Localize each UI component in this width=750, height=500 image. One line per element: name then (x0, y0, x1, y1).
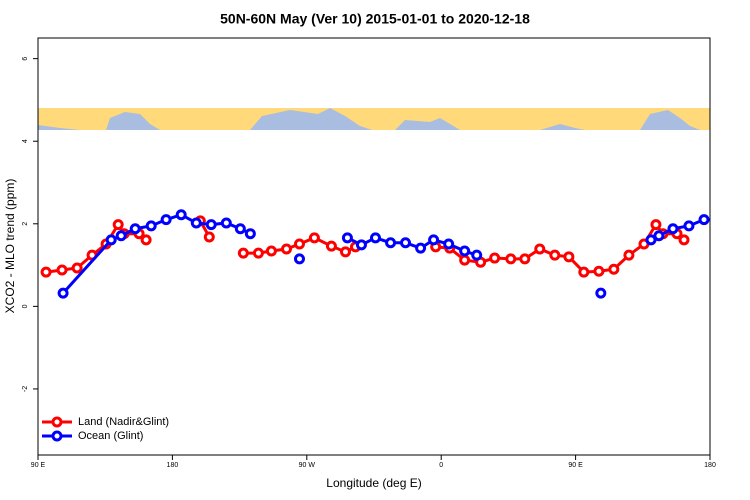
data-point (489, 252, 501, 264)
data-point (505, 253, 517, 265)
data-point (667, 223, 679, 235)
data-point (56, 264, 68, 276)
data-point (234, 223, 246, 235)
y-tick-label: 4 (22, 139, 29, 143)
data-point (237, 247, 249, 259)
y-tick-label: -2 (22, 386, 29, 392)
data-point (293, 238, 305, 250)
data-point (415, 242, 427, 254)
data-point (339, 246, 351, 258)
data-point (160, 214, 172, 226)
data-point (623, 249, 635, 261)
x-tick-label: 90 E (31, 462, 46, 469)
data-point (71, 262, 83, 274)
map-band (38, 108, 710, 130)
data-point (471, 249, 483, 261)
data-point (400, 237, 412, 249)
data-point (40, 266, 52, 278)
data-point (57, 287, 69, 299)
legend-marker (51, 430, 63, 442)
legend-label: Land (Nadir&Glint) (78, 416, 169, 428)
y-axis-label: XCO2 - MLO trend (ppm) (3, 179, 17, 314)
data-point (140, 234, 152, 246)
data-point (145, 220, 157, 232)
y-tick-label: 0 (22, 304, 29, 308)
data-point (203, 231, 215, 243)
x-tick-label: 0 (439, 462, 443, 469)
data-point (385, 237, 397, 249)
data-point (428, 234, 440, 246)
data-point (129, 223, 141, 235)
data-point (459, 254, 471, 266)
data-point (105, 234, 117, 246)
y-tick-label: 6 (22, 57, 29, 61)
data-point (293, 253, 305, 265)
plot-frame (37, 37, 711, 456)
x-axis-label: Longitude (deg E) (326, 476, 421, 490)
data-point (459, 245, 471, 257)
x-tick-label: 90 W (299, 462, 316, 469)
data-point (608, 263, 620, 275)
data-point (593, 265, 605, 277)
legend-label: Ocean (Glint) (78, 430, 143, 442)
data-point (252, 247, 264, 259)
data-point (519, 253, 531, 265)
data-point (341, 232, 353, 244)
x-tick-label: 90 E (568, 462, 583, 469)
data-point (534, 243, 546, 255)
data-point (549, 249, 561, 261)
data-point (650, 219, 662, 231)
data-point (115, 230, 127, 242)
data-point (595, 287, 607, 299)
data-point (112, 219, 124, 231)
data-point (265, 245, 277, 257)
data-point (308, 232, 320, 244)
data-point (355, 239, 367, 251)
data-point (698, 214, 710, 226)
y-tick-label: 2 (22, 222, 29, 226)
legend-marker (51, 416, 63, 428)
data-point (678, 234, 690, 246)
data-point (578, 266, 590, 278)
data-point (190, 217, 202, 229)
data-point (369, 232, 381, 244)
x-tick-label: 180 (167, 462, 179, 469)
data-point (653, 230, 665, 242)
x-tick-label: 180 (704, 462, 716, 469)
data-point (563, 251, 575, 263)
data-point (220, 217, 232, 229)
data-point (683, 220, 695, 232)
data-point (205, 219, 217, 231)
data-point (443, 238, 455, 250)
data-point (325, 240, 337, 252)
data-point (280, 243, 292, 255)
chart-title: 50N-60N May (Ver 10) 2015-01-01 to 2020-… (220, 11, 530, 27)
series-line (346, 236, 478, 257)
data-point (244, 228, 256, 240)
data-point (645, 234, 657, 246)
data-point (175, 209, 187, 221)
